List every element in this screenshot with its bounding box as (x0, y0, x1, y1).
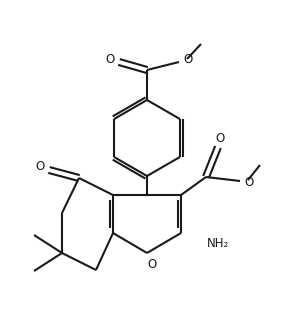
Text: O: O (147, 259, 157, 271)
Text: O: O (183, 52, 193, 65)
Text: O: O (215, 131, 225, 145)
Text: O: O (35, 159, 45, 173)
Text: O: O (105, 52, 115, 65)
Text: O: O (244, 175, 254, 188)
Text: NH₂: NH₂ (207, 236, 229, 250)
